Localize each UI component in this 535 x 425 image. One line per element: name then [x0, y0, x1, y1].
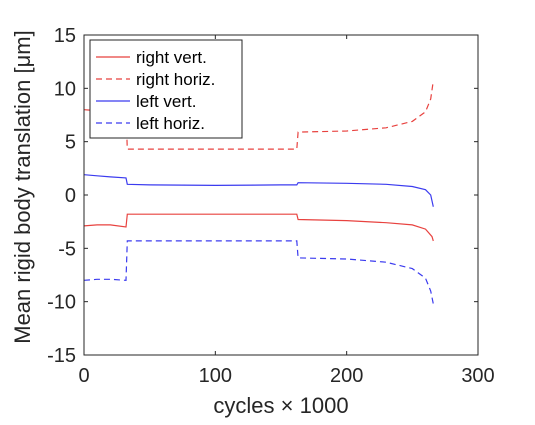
series-line-3: [83, 174, 434, 207]
series-line-4: [83, 240, 434, 304]
x-tick-label: 100: [199, 365, 232, 387]
y-tick-label: 0: [65, 185, 76, 207]
legend-label: right horiz.: [136, 70, 215, 89]
series-line-1: [83, 213, 434, 242]
legend-label: left horiz.: [136, 114, 205, 133]
legend-label: right vert.: [136, 48, 207, 67]
x-tick-label: 300: [461, 365, 494, 387]
legend: right vert. right horiz. left vert. left ho…: [89, 39, 243, 139]
x-axis-label: cycles × 1000: [213, 393, 348, 418]
y-tick-label: -5: [58, 238, 76, 260]
x-tick-label: 200: [330, 365, 363, 387]
y-tick-label: 10: [54, 78, 76, 100]
legend-label: left vert.: [136, 92, 196, 111]
legend-box: [89, 39, 243, 139]
y-tick-label: 15: [54, 25, 76, 47]
y-tick-label: -15: [47, 345, 76, 367]
y-tick-label: 5: [65, 132, 76, 154]
y-axis-label: Mean rigid body translation [μm]: [10, 30, 35, 344]
y-tick-label: -10: [47, 292, 76, 314]
axis-ticks: 0 100 200 300 -15 -10 -5 0 5 10 15: [47, 25, 495, 387]
x-tick-label: 0: [78, 365, 89, 387]
